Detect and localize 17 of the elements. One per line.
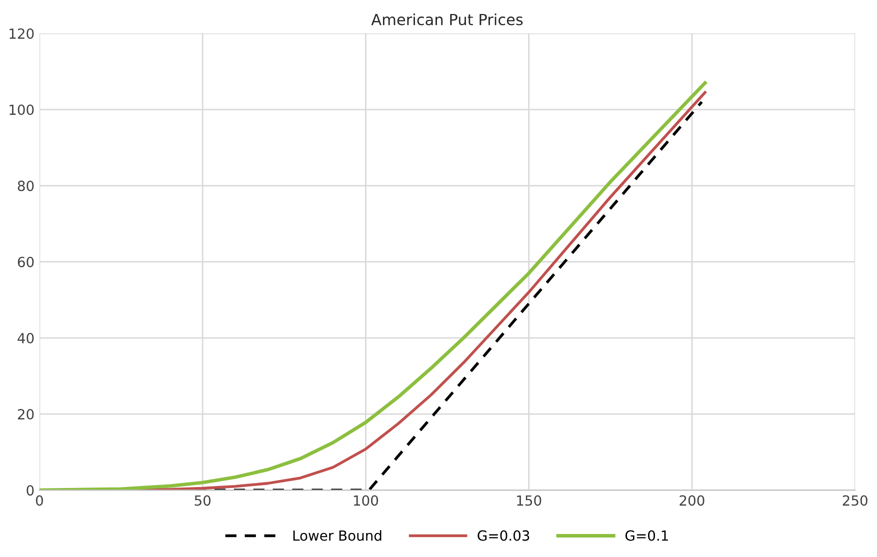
x-tick-label: 200	[680, 495, 704, 506]
y-tick-label: 100	[10, 104, 34, 116]
y-tick-label: 120	[10, 28, 34, 39]
y-tick-label: 20	[18, 409, 34, 420]
legend-label: G=0.03	[478, 530, 530, 541]
legend-label: G=0.1	[625, 530, 668, 541]
y-tick-label: 40	[18, 332, 34, 344]
y-tick-label: 60	[18, 256, 34, 268]
x-tick-label: 150	[517, 495, 542, 506]
x-tick-label: 100	[354, 495, 378, 506]
y-tick-label: 80	[18, 180, 34, 192]
x-tick-label: 50	[194, 495, 210, 506]
x-tick-label: 250	[842, 495, 868, 506]
x-tick-label: 0	[36, 495, 43, 506]
chart-title: American Put Prices	[371, 13, 523, 26]
legend-label: Lower Bound	[293, 530, 382, 541]
y-tick-label: 0	[26, 485, 34, 496]
